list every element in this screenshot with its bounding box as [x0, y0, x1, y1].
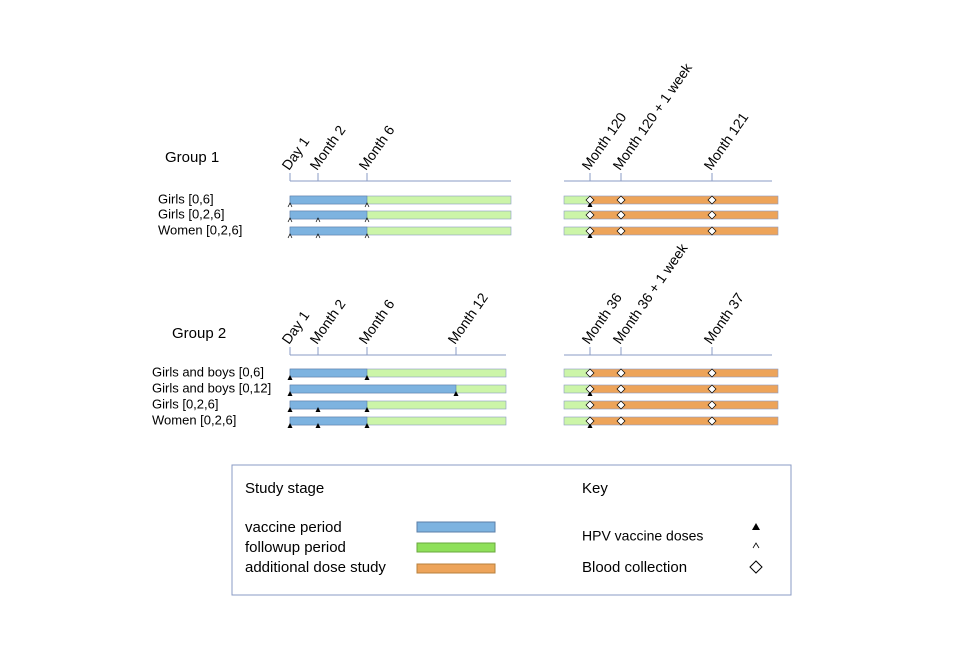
dose-triangle: [587, 391, 593, 396]
tick-label: Month 2: [306, 296, 348, 347]
blood-diamond: [707, 226, 717, 236]
dose-triangle: [287, 407, 293, 412]
dose-caret: [315, 233, 321, 239]
blood-diamond: [707, 195, 717, 205]
vaccine-bar: [289, 195, 368, 205]
blood-diamond: [585, 195, 595, 205]
row-label: Girls and boys [0,6]: [152, 364, 264, 379]
dose-triangle: [364, 423, 370, 428]
tick-label: Month 36 + 1 week: [609, 240, 691, 347]
blood-diamond: [707, 384, 717, 394]
blood-diamond: [707, 368, 717, 378]
dose-triangle: [453, 391, 459, 396]
blood-diamond: [585, 400, 595, 410]
blood-diamond: [585, 210, 595, 220]
dose-triangle: [287, 375, 293, 380]
dose-triangle: [364, 375, 370, 380]
row-label: Girls and boys [0,12]: [152, 380, 271, 395]
blood-diamond: [616, 368, 626, 378]
dose-triangle: [315, 423, 321, 428]
legend-box: [231, 464, 792, 596]
vaccine-bar: [289, 416, 368, 426]
tick-label: Month 6: [355, 296, 397, 347]
legend-title: Study stage: [245, 480, 324, 497]
key-caret: [752, 542, 760, 549]
legend-swatch: [416, 521, 496, 533]
blood-diamond: [616, 416, 626, 426]
tick-label: Month 121: [700, 109, 751, 173]
blood-diamond: [585, 226, 595, 236]
legend-item: vaccine period: [245, 519, 342, 536]
dose-caret: [287, 217, 293, 223]
dose-caret: [315, 217, 321, 223]
legend-swatch: [416, 563, 496, 574]
blood-diamond: [616, 400, 626, 410]
dose-triangle: [315, 407, 321, 412]
blood-diamond: [616, 195, 626, 205]
blood-diamond: [616, 226, 626, 236]
dose-caret: [364, 217, 370, 223]
dose-triangle: [287, 391, 293, 396]
vaccine-bar: [289, 384, 457, 394]
blood-diamond: [707, 210, 717, 220]
dose-caret: [287, 202, 293, 208]
blood-diamond: [616, 210, 626, 220]
dose-triangle: [364, 407, 370, 412]
blood-diamond: [585, 416, 595, 426]
key-diamond: [749, 560, 763, 574]
blood-diamond: [616, 384, 626, 394]
vaccine-bar: [289, 210, 368, 220]
dose-triangle: [587, 233, 593, 238]
legend-swatch: [416, 542, 496, 553]
tick-label: Month 2: [306, 122, 348, 173]
row-label: Girls [0,2,6]: [158, 206, 224, 221]
legend-item: additional dose study: [245, 559, 386, 576]
tick-label: Month 6: [355, 122, 397, 173]
tick-label: Month 12: [444, 290, 491, 347]
vaccine-bar: [289, 400, 368, 410]
blood-diamond: [707, 416, 717, 426]
group-label: Group 1: [165, 149, 219, 166]
row-label: Girls [0,2,6]: [152, 396, 218, 411]
key-title: Key: [582, 480, 608, 497]
row-label: Girls [0,6]: [158, 191, 214, 206]
dose-triangle: [587, 423, 593, 428]
vaccine-bar: [289, 368, 368, 378]
dose-triangle: [587, 202, 593, 207]
tick-label: Day 1: [278, 134, 312, 173]
blood-diamond: [585, 384, 595, 394]
vaccine-bar: [289, 226, 368, 236]
dose-caret: [287, 233, 293, 239]
blood-diamond: [585, 368, 595, 378]
legend-item: followup period: [245, 539, 346, 556]
dose-caret: [364, 233, 370, 239]
dose-caret: [364, 202, 370, 208]
tick-label: Month 37: [700, 290, 747, 347]
group-label: Group 2: [172, 325, 226, 342]
key-triangle: [752, 523, 760, 530]
row-label: Women [0,2,6]: [152, 412, 236, 427]
blood-diamond: [707, 400, 717, 410]
key-item: HPV vaccine doses: [582, 528, 703, 544]
tick-label: Day 1: [278, 308, 312, 347]
key-item: Blood collection: [582, 559, 687, 576]
dose-triangle: [287, 423, 293, 428]
row-label: Women [0,2,6]: [158, 222, 242, 237]
